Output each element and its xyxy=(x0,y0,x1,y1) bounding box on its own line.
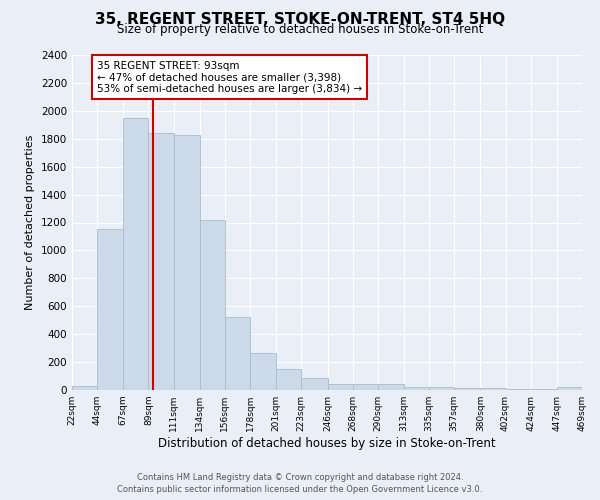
Bar xyxy=(530,389,557,390)
Bar xyxy=(97,230,124,390)
Text: 35, REGENT STREET, STOKE-ON-TRENT, ST4 5HQ: 35, REGENT STREET, STOKE-ON-TRENT, ST4 5… xyxy=(95,12,505,28)
X-axis label: Distribution of detached houses by size in Stoke-on-Trent: Distribution of detached houses by size … xyxy=(158,437,496,450)
Bar xyxy=(200,220,225,390)
Bar xyxy=(429,387,454,390)
Y-axis label: Number of detached properties: Number of detached properties xyxy=(25,135,35,310)
Bar xyxy=(301,378,328,390)
Text: Contains HM Land Registry data © Crown copyright and database right 2024.
Contai: Contains HM Land Registry data © Crown c… xyxy=(118,472,482,494)
Bar xyxy=(225,318,250,390)
Bar xyxy=(328,384,353,390)
Bar xyxy=(378,384,404,390)
Bar xyxy=(72,386,97,390)
Text: 35 REGENT STREET: 93sqm
← 47% of detached houses are smaller (3,398)
53% of semi: 35 REGENT STREET: 93sqm ← 47% of detache… xyxy=(97,60,362,94)
Bar xyxy=(481,388,506,390)
Bar xyxy=(250,353,276,390)
Bar xyxy=(173,134,200,390)
Bar xyxy=(148,133,173,390)
Text: Size of property relative to detached houses in Stoke-on-Trent: Size of property relative to detached ho… xyxy=(117,22,483,36)
Bar xyxy=(353,384,378,390)
Bar xyxy=(124,118,148,390)
Bar xyxy=(506,388,530,390)
Bar xyxy=(276,369,301,390)
Bar xyxy=(404,387,429,390)
Bar xyxy=(454,388,481,390)
Bar xyxy=(557,388,582,390)
